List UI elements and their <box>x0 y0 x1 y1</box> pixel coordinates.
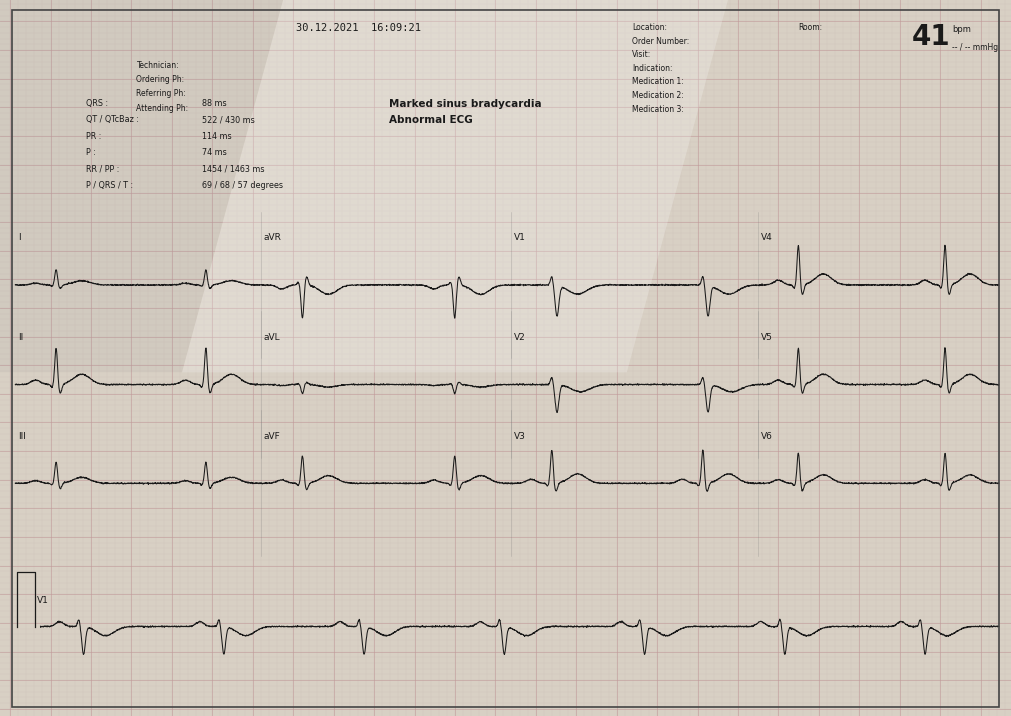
Text: Medication 3:: Medication 3: <box>632 105 683 114</box>
Text: P / QRS / T :: P / QRS / T : <box>86 181 133 190</box>
Polygon shape <box>182 0 728 372</box>
Text: Attending Ph:: Attending Ph: <box>136 104 189 113</box>
Text: Order Number:: Order Number: <box>632 37 690 46</box>
Text: III: III <box>18 432 26 440</box>
Text: 88 ms: 88 ms <box>202 99 226 108</box>
Text: aVF: aVF <box>264 432 281 440</box>
Polygon shape <box>0 0 283 372</box>
Text: 522 / 430 ms: 522 / 430 ms <box>202 115 255 125</box>
Text: 41: 41 <box>912 23 950 51</box>
Text: Referring Ph:: Referring Ph: <box>136 90 186 99</box>
Text: Indication:: Indication: <box>632 64 672 73</box>
Text: Abnormal ECG: Abnormal ECG <box>389 115 473 125</box>
Text: Visit:: Visit: <box>632 50 651 59</box>
Text: PR :: PR : <box>86 132 101 141</box>
Text: V2: V2 <box>514 333 526 342</box>
Text: V5: V5 <box>761 333 773 342</box>
Text: I: I <box>18 233 21 242</box>
Text: 114 ms: 114 ms <box>202 132 232 141</box>
Text: QRS :: QRS : <box>86 99 108 108</box>
Text: aVL: aVL <box>264 333 280 342</box>
Text: Marked sinus bradycardia: Marked sinus bradycardia <box>389 99 542 109</box>
Text: -- / -- mmHg: -- / -- mmHg <box>952 43 999 52</box>
Text: aVR: aVR <box>264 233 282 242</box>
Text: Location:: Location: <box>632 23 667 32</box>
Text: V4: V4 <box>761 233 773 242</box>
Text: Ordering Ph:: Ordering Ph: <box>136 75 185 84</box>
Text: QT / QTcBaz :: QT / QTcBaz : <box>86 115 139 125</box>
Text: bpm: bpm <box>952 25 972 34</box>
Text: V3: V3 <box>514 432 526 440</box>
Text: Medication 1:: Medication 1: <box>632 77 683 87</box>
Text: P :: P : <box>86 148 96 158</box>
Text: 30.12.2021  16:09:21: 30.12.2021 16:09:21 <box>296 23 422 33</box>
Text: RR / PP :: RR / PP : <box>86 165 119 174</box>
Text: 74 ms: 74 ms <box>202 148 226 158</box>
Text: 1454 / 1463 ms: 1454 / 1463 ms <box>202 165 265 174</box>
Text: V1: V1 <box>514 233 526 242</box>
Text: II: II <box>18 333 23 342</box>
Text: V6: V6 <box>761 432 773 440</box>
Text: Room:: Room: <box>799 23 823 32</box>
Text: 69 / 68 / 57 degrees: 69 / 68 / 57 degrees <box>202 181 283 190</box>
Text: Technician:: Technician: <box>136 61 179 70</box>
Text: Medication 2:: Medication 2: <box>632 91 683 100</box>
Text: V1: V1 <box>37 596 50 605</box>
